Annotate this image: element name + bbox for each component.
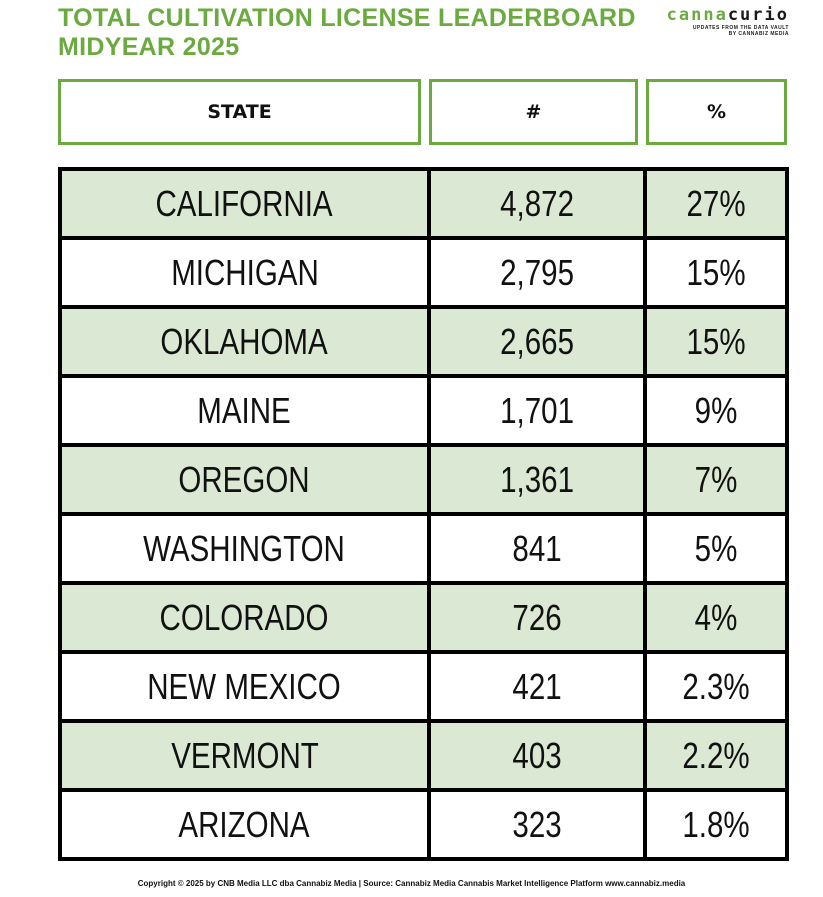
count-cell: 2,795 bbox=[431, 240, 643, 305]
count-cell: 1,701 bbox=[431, 378, 643, 443]
leaderboard-table: CALIFORNIA 4,872 27% MICHIGAN 2,795 15% OKLAHO… bbox=[58, 167, 789, 861]
table-row: ARIZONA 323 1.8% bbox=[62, 792, 785, 857]
state-cell: WASHINGTON bbox=[62, 516, 427, 581]
count-cell: 421 bbox=[431, 654, 643, 719]
count-cell: 323 bbox=[431, 792, 643, 857]
table-row: CALIFORNIA 4,872 27% bbox=[62, 171, 785, 236]
logo-wordmark: cannacurio bbox=[666, 5, 789, 25]
count-cell: 1,361 bbox=[431, 447, 643, 512]
count-cell: 726 bbox=[431, 585, 643, 650]
table-row: MICHIGAN 2,795 15% bbox=[62, 240, 785, 305]
state-cell: OKLAHOMA bbox=[62, 309, 427, 374]
state-cell: VERMONT bbox=[62, 723, 427, 788]
percent-cell: 4% bbox=[647, 585, 785, 650]
count-cell: 4,872 bbox=[431, 171, 643, 236]
percent-cell: 5% bbox=[647, 516, 785, 581]
percent-cell: 2.3% bbox=[647, 654, 785, 719]
percent-cell: 27% bbox=[647, 171, 785, 236]
state-cell: COLORADO bbox=[62, 585, 427, 650]
logo-byline: BY CANNABIZ MEDIA bbox=[728, 31, 789, 37]
count-cell: 2,665 bbox=[431, 309, 643, 374]
page-title: TOTAL CULTIVATION LICENSE LEADERBOARD MI… bbox=[58, 4, 638, 62]
title-line-1: TOTAL CULTIVATION LICENSE LEADERBOARD bbox=[58, 4, 636, 32]
table-header: STATE # % bbox=[0, 79, 823, 145]
table-row: VERMONT 403 2.2% bbox=[62, 723, 785, 788]
table-row: COLORADO 726 4% bbox=[62, 585, 785, 650]
cannacurio-logo: cannacurio UPDATES FROM THE DATA VAULT B… bbox=[644, 5, 789, 37]
table-row: NEW MEXICO 421 2.3% bbox=[62, 654, 785, 719]
title-line-2: MIDYEAR 2025 bbox=[58, 33, 240, 61]
percent-cell: 15% bbox=[647, 309, 785, 374]
table-row: MAINE 1,701 9% bbox=[62, 378, 785, 443]
header-count: # bbox=[429, 79, 638, 145]
table-row: WASHINGTON 841 5% bbox=[62, 516, 785, 581]
state-cell: MAINE bbox=[62, 378, 427, 443]
count-cell: 403 bbox=[431, 723, 643, 788]
state-cell: ARIZONA bbox=[62, 792, 427, 857]
percent-cell: 2.2% bbox=[647, 723, 785, 788]
state-cell: NEW MEXICO bbox=[62, 654, 427, 719]
state-cell: OREGON bbox=[62, 447, 427, 512]
table-row: OKLAHOMA 2,665 15% bbox=[62, 309, 785, 374]
header-percent: % bbox=[646, 79, 787, 145]
state-cell: MICHIGAN bbox=[62, 240, 427, 305]
copyright-footer: Copyright © 2025 by CNB Media LLC dba Ca… bbox=[137, 879, 686, 888]
header-state: STATE bbox=[58, 79, 421, 145]
percent-cell: 7% bbox=[647, 447, 785, 512]
logo-tagline: UPDATES FROM THE DATA VAULT bbox=[692, 25, 789, 31]
state-cell: CALIFORNIA bbox=[62, 171, 427, 236]
percent-cell: 1.8% bbox=[647, 792, 785, 857]
table-row: OREGON 1,361 7% bbox=[62, 447, 785, 512]
count-cell: 841 bbox=[431, 516, 643, 581]
percent-cell: 9% bbox=[647, 378, 785, 443]
percent-cell: 15% bbox=[647, 240, 785, 305]
